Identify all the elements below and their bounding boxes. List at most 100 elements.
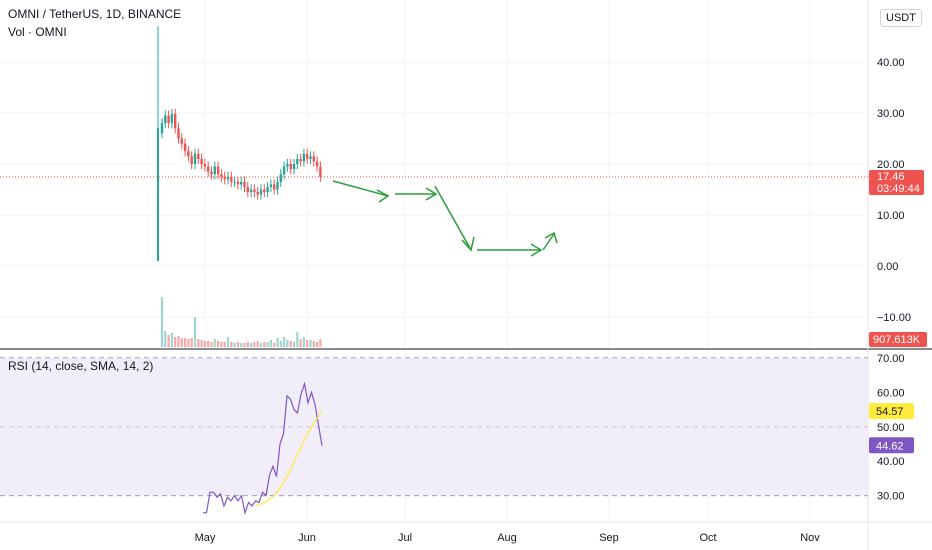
rsi-tick-label: 40.00 <box>877 456 905 468</box>
candle-body <box>207 166 210 172</box>
volume-bar <box>223 342 226 347</box>
rsi-sma-tag <box>869 403 914 420</box>
annotation-arrowhead <box>544 231 558 244</box>
volume-bar <box>246 342 249 347</box>
candle-body <box>223 176 226 180</box>
candle-body <box>256 192 259 195</box>
last-price-value: 17.46 <box>877 171 905 183</box>
time-tick-label: Sep <box>599 532 619 544</box>
volume-bar <box>259 343 263 347</box>
candle-body <box>266 186 269 193</box>
candle-body <box>259 189 263 195</box>
volume-bar <box>253 342 256 347</box>
volume-bar <box>160 297 164 347</box>
time-tick-label: Oct <box>699 532 716 544</box>
time-tick-label: Jun <box>298 532 316 544</box>
candle-body <box>299 158 302 162</box>
candle-body <box>174 114 177 129</box>
candle-body <box>315 161 319 167</box>
price-tick-label: 40.00 <box>877 57 905 69</box>
candle-body <box>279 174 282 182</box>
time-tick-label: Nov <box>800 532 820 544</box>
bar-countdown: 03:49:44 <box>877 183 920 195</box>
candle-body <box>306 153 309 159</box>
candle-body <box>170 114 174 124</box>
volume-bar <box>190 338 193 347</box>
volume-bar <box>283 337 286 347</box>
candle-body <box>246 186 249 193</box>
currency-selector[interactable]: USDT <box>880 9 922 27</box>
volume-bar <box>167 335 170 347</box>
volume-last-value: 907.613K <box>873 334 921 346</box>
volume-bar <box>302 337 305 347</box>
volume-bar <box>177 336 180 347</box>
volume-bar <box>299 339 302 347</box>
symbol-title: OMNI / TetherUS, 1D, BINANCE <box>8 7 182 21</box>
candle-body <box>167 115 170 124</box>
price-tick-label: 20.00 <box>877 159 905 171</box>
last-price-tag <box>869 169 924 195</box>
volume-bar <box>184 338 187 347</box>
volume-bar <box>187 339 190 347</box>
volume-bar <box>306 340 309 347</box>
price-axis[interactable]: 40.00 30.00 20.00 10.00 0.00 −10.00 70.00 60.00… <box>195 57 927 544</box>
annotation-arrowhead <box>425 187 438 201</box>
rsi-line <box>203 381 323 516</box>
annotation-arrowhead <box>461 236 475 252</box>
volume-bar <box>197 339 200 347</box>
candle-body <box>226 176 230 180</box>
volume-bar <box>243 343 246 347</box>
rsi-tick-label: 30.00 <box>877 491 905 503</box>
rsi-sma-value: 54.57 <box>876 406 904 418</box>
candle-body <box>164 115 167 124</box>
candle-body <box>292 164 296 170</box>
volume-bar <box>213 339 216 347</box>
volume-bar <box>256 341 259 347</box>
rsi-tick-label: 50.00 <box>877 422 905 434</box>
volume-bar <box>240 343 243 347</box>
volume-bar <box>170 333 173 347</box>
candle-body <box>296 158 299 164</box>
candle-body <box>213 166 216 175</box>
volume-bar <box>269 340 272 347</box>
volume-bar <box>309 340 312 347</box>
price-tick-label: 10.00 <box>877 210 905 222</box>
rsi-tick-label: 70.00 <box>877 353 905 365</box>
annotation-segment <box>434 185 472 251</box>
volume-bar <box>200 340 203 347</box>
price-candles[interactable] <box>0 26 868 261</box>
candle-body <box>243 181 246 187</box>
candle-body <box>160 123 164 134</box>
candle-body <box>177 128 180 139</box>
time-tick-label: May <box>195 532 216 544</box>
volume-bar <box>226 337 230 347</box>
candle-body <box>319 166 322 177</box>
price-tick-label: 0.00 <box>877 261 898 273</box>
candle-body <box>282 166 286 175</box>
candle-body <box>193 153 197 164</box>
volume-bar <box>193 317 197 347</box>
candle-body <box>197 153 200 159</box>
candle-body <box>180 138 183 144</box>
price-tick-label: 30.00 <box>877 108 905 120</box>
candle-body <box>230 176 233 182</box>
candle-body <box>216 166 220 175</box>
rsi-overbought-oversold-band <box>0 358 868 496</box>
volume-bar <box>207 341 210 347</box>
rsi-value-tag <box>869 437 914 454</box>
volume-bar <box>174 337 177 347</box>
volume-bar <box>292 342 296 347</box>
volume-bar <box>220 342 223 347</box>
volume-bar <box>316 342 319 347</box>
candle-body <box>200 158 203 164</box>
projection-arrow-annotation <box>332 180 558 257</box>
candle-body <box>253 189 256 193</box>
rsi-sma-line <box>255 410 323 507</box>
volume-bar <box>230 342 233 347</box>
candle-body <box>236 181 240 185</box>
volume-bars <box>160 297 322 347</box>
candle-body <box>289 164 292 170</box>
volume-bar <box>276 338 279 347</box>
volume-bar <box>289 341 292 347</box>
